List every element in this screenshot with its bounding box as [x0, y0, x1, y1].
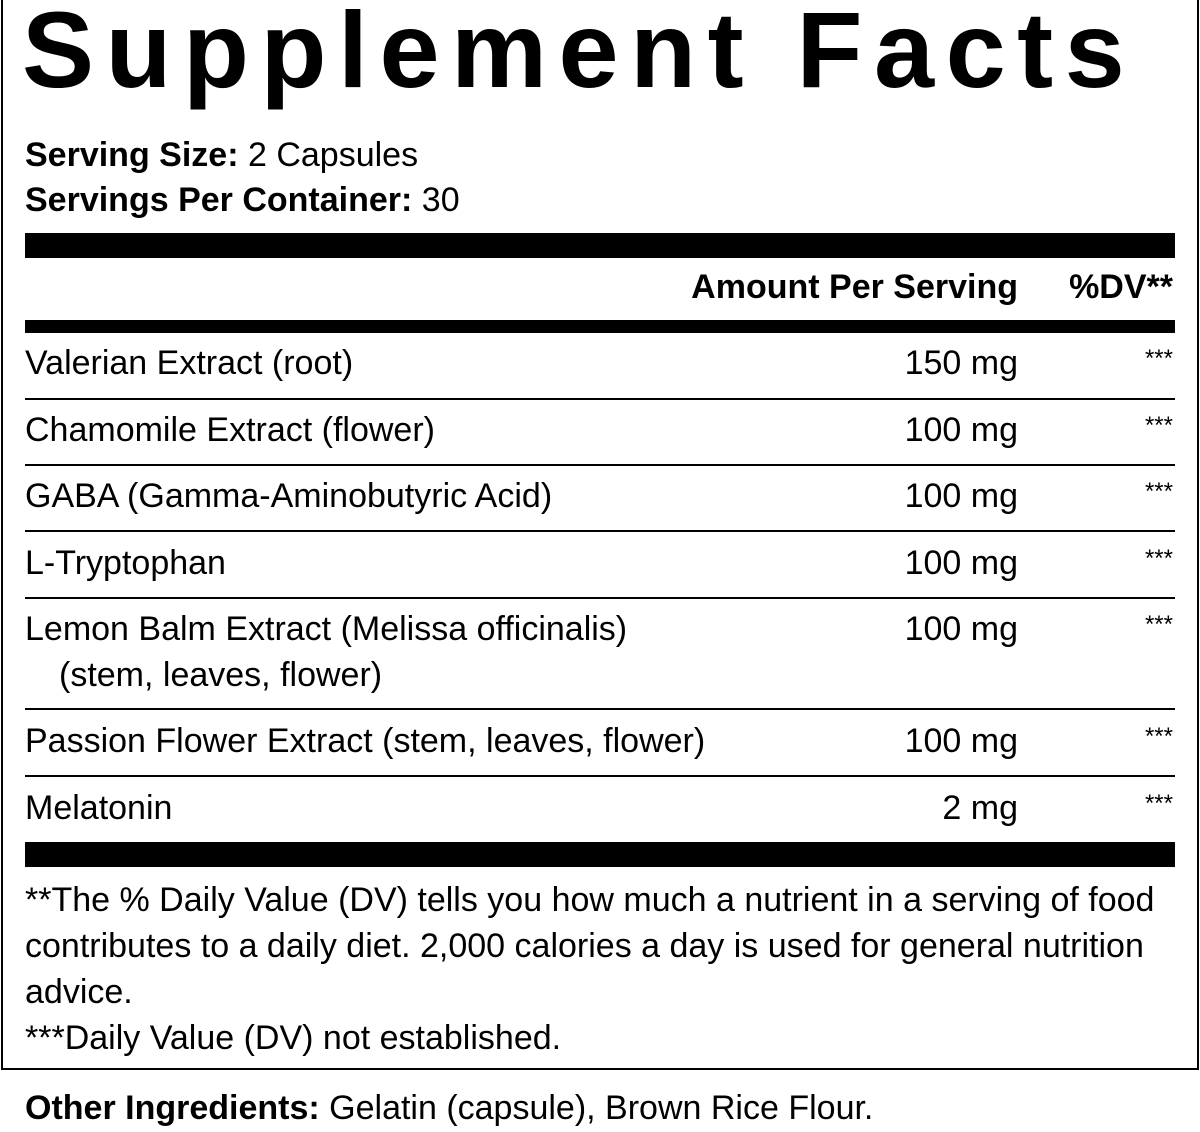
- ingredient-name: Passion Flower Extract (stem, leaves, fl…: [25, 718, 705, 764]
- dv-header: %DV**: [1069, 268, 1173, 306]
- ingredient-dv: ***: [1144, 790, 1173, 817]
- ingredient-name: L-Tryptophan: [25, 540, 226, 586]
- ingredient-name: GABA (Gamma-Aminobutyric Acid): [25, 473, 552, 519]
- ingredient-parts: (stem, leaves, flower): [59, 656, 383, 694]
- row-divider: [25, 708, 1175, 710]
- ingredient-name: Lemon Balm Extract (Melissa officinalis)…: [25, 606, 627, 698]
- thick-divider: [25, 233, 1175, 258]
- ingredient-amount: 100 mg: [904, 544, 1018, 582]
- servings-per-container-value: 30: [421, 181, 460, 219]
- medium-divider: [25, 320, 1175, 333]
- servings-per-container: Servings Per Container: 30: [25, 180, 460, 220]
- row-divider: [25, 597, 1175, 599]
- servings-per-container-label: Servings Per Container:: [25, 181, 413, 219]
- row-divider: [25, 530, 1175, 532]
- thick-divider: [25, 842, 1175, 867]
- ingredient-amount: 100 mg: [904, 722, 1018, 760]
- other-ingredients-label: Other Ingredients:: [25, 1089, 320, 1127]
- serving-size-value: 2 Capsules: [247, 136, 419, 174]
- ingredient-name-text: Valerian Extract (root): [25, 344, 354, 382]
- footnote-dv: **The % Daily Value (DV) tells you how m…: [25, 881, 1155, 1011]
- ingredient-name: Valerian Extract (root): [25, 340, 353, 386]
- ingredient-name-text: Chamomile Extract (flower): [25, 411, 435, 449]
- ingredient-dv: ***: [1144, 545, 1173, 572]
- ingredient-name-text: Passion Flower Extract (stem, leaves, fl…: [25, 722, 706, 760]
- row-divider: [25, 464, 1175, 466]
- ingredient-dv: ***: [1144, 611, 1173, 638]
- ingredient-dv: ***: [1144, 412, 1173, 439]
- ingredient-name: Chamomile Extract (flower): [25, 407, 435, 453]
- ingredient-name-text: GABA (Gamma-Aminobutyric Acid): [25, 477, 553, 515]
- other-ingredients: Other Ingredients: Gelatin (capsule), Br…: [25, 1088, 873, 1128]
- row-divider: [25, 398, 1175, 400]
- row-divider: [25, 775, 1175, 777]
- footnotes: **The % Daily Value (DV) tells you how m…: [25, 877, 1185, 1061]
- supplement-facts-panel: [1, 0, 1199, 1070]
- other-ingredients-value: Gelatin (capsule), Brown Rice Flour.: [329, 1089, 874, 1127]
- serving-size-label: Serving Size:: [25, 136, 239, 174]
- ingredient-name-text: L-Tryptophan: [25, 544, 226, 582]
- panel-title: Supplement Facts: [22, 0, 1137, 110]
- amount-per-serving-header: Amount Per Serving: [691, 268, 1018, 306]
- ingredient-amount: 100 mg: [904, 477, 1018, 515]
- serving-size: Serving Size: 2 Capsules: [25, 135, 418, 175]
- ingredient-name-text: Lemon Balm Extract (Melissa officinalis): [25, 610, 628, 648]
- ingredient-dv: ***: [1144, 723, 1173, 750]
- ingredient-dv: ***: [1144, 478, 1173, 505]
- ingredient-amount: 100 mg: [904, 411, 1018, 449]
- ingredient-name-text: Melatonin: [25, 789, 173, 827]
- ingredient-amount: 100 mg: [904, 610, 1018, 648]
- ingredient-dv: ***: [1144, 345, 1173, 372]
- footnote-not-established: ***Daily Value (DV) not established.: [25, 1019, 562, 1057]
- ingredient-amount: 150 mg: [904, 344, 1018, 382]
- ingredient-name: Melatonin: [25, 785, 172, 831]
- ingredient-amount: 2 mg: [942, 789, 1018, 827]
